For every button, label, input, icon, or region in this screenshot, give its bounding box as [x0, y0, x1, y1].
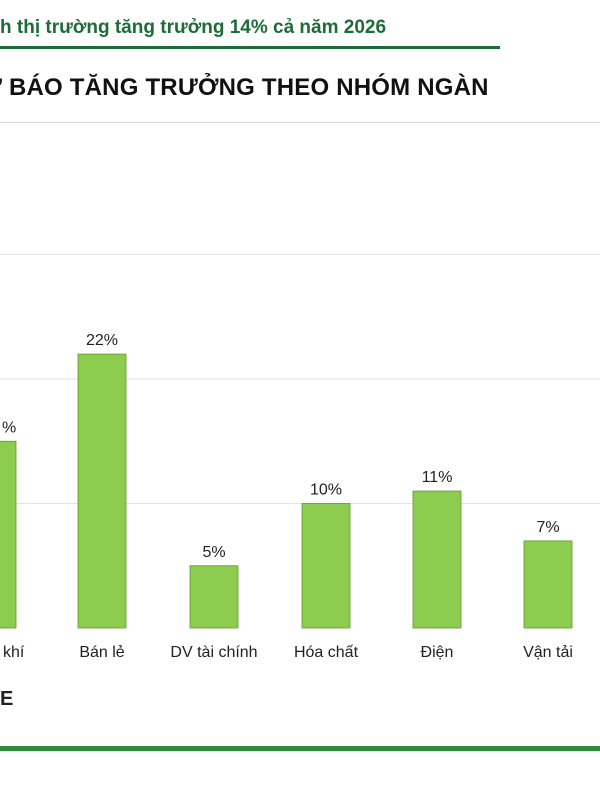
- bar-0: [0, 440, 17, 629]
- data-label-1: 22%: [86, 332, 118, 349]
- data-label-5: 7%: [536, 519, 559, 536]
- chart-title: Ư BÁO TĂNG TRƯỞNG THEO NHÓM NGÀN: [0, 74, 489, 101]
- category-label-2: DV tài chính: [170, 644, 257, 661]
- category-label-4: Điện: [421, 644, 454, 661]
- headline-text: h thị trường tăng trưởng 14% cả năm 2026: [0, 17, 387, 38]
- data-label-4: 11%: [422, 469, 453, 486]
- headline: h thị trường tăng trưởng 14% cả năm 2026: [0, 10, 600, 46]
- category-label-0: khí: [3, 644, 25, 661]
- bar-4: [412, 490, 462, 629]
- data-labels: % 22% 5% 10% 11% 7%: [2, 332, 560, 561]
- headline-underline: [0, 46, 500, 49]
- category-labels: khí Bán lẻ DV tài chính Hóa chất Điện Vận tải: [3, 644, 573, 661]
- data-label-3: 10%: [310, 482, 342, 499]
- bar-3: [301, 503, 351, 629]
- bar-2: [189, 565, 239, 629]
- category-label-1: Bán lẻ: [79, 644, 124, 661]
- title-divider: [0, 122, 600, 123]
- category-label-3: Hóa chất: [294, 644, 359, 661]
- source-note: E: [0, 688, 14, 710]
- bar-5: [523, 540, 573, 629]
- bars: [0, 353, 573, 629]
- data-label-0: %: [2, 419, 16, 436]
- footer-area: [0, 751, 600, 800]
- data-label-2: 5%: [202, 544, 225, 561]
- category-label-5: Vận tải: [523, 644, 573, 661]
- bar-chart: % 22% 5% 10% 11% 7% khí Bán lẻ DV tài chính Hóa …: [0, 254, 600, 661]
- footer-accent-bar: [0, 746, 600, 751]
- bar-1: [77, 353, 127, 629]
